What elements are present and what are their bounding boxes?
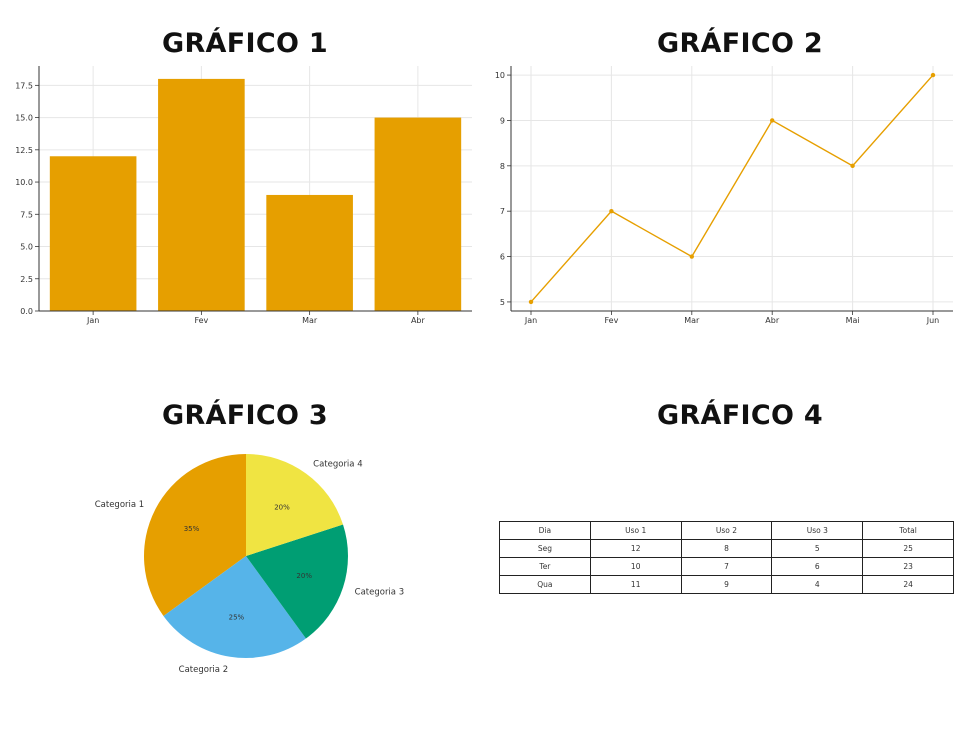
table-header-cell: Uso 2 — [680, 521, 773, 540]
table-cell: Ter — [499, 557, 591, 576]
pie-slice — [163, 556, 306, 659]
y-tick-label: 5.0 — [20, 243, 33, 252]
table-cell: 24 — [862, 575, 954, 594]
chart-2-title: GRÁFICO 2 — [657, 28, 823, 59]
y-tick-label: 2.5 — [20, 275, 33, 284]
y-tick-label: 0.0 — [20, 307, 33, 316]
table-cell: 5 — [771, 539, 864, 558]
x-tick-label: Fev — [194, 316, 208, 325]
x-tick-label: Mar — [302, 316, 318, 325]
chart-3-title: GRÁFICO 3 — [162, 400, 328, 431]
bar — [49, 156, 137, 311]
y-tick-label: 7.5 — [20, 210, 33, 219]
table-cell: 10 — [589, 557, 682, 576]
table-cell: 9 — [680, 575, 773, 594]
table-cell: 8 — [680, 539, 773, 558]
x-tick-label: Mar — [684, 316, 700, 325]
y-tick-label: 15.0 — [15, 114, 33, 123]
y-tick-label: 7 — [500, 207, 505, 216]
bar — [266, 194, 353, 311]
pie-slice — [246, 454, 344, 556]
x-tick-label: Abr — [411, 316, 426, 325]
y-tick-label: 12.5 — [15, 146, 33, 155]
chart-1-title: GRÁFICO 1 — [162, 28, 328, 59]
pie-percent-label: 35% — [184, 525, 200, 533]
table-header-cell: Uso 3 — [771, 521, 864, 540]
x-tick-label: Jun — [926, 316, 940, 325]
pie-category-label: Categoria 4 — [313, 460, 362, 470]
x-tick-label: Jan — [86, 316, 99, 325]
table-cell: Seg — [499, 539, 591, 558]
table-cell: 4 — [771, 575, 864, 594]
x-tick-label: Mai — [846, 316, 860, 325]
y-tick-label: 8 — [500, 162, 505, 171]
series-line — [530, 74, 934, 303]
table-cell: 25 — [862, 539, 954, 558]
table-cell: 12 — [589, 539, 682, 558]
data-point — [689, 254, 694, 259]
pie-percent-label: 25% — [229, 613, 245, 621]
y-tick-label: 6 — [500, 253, 505, 262]
chart-4-title: GRÁFICO 4 — [657, 400, 823, 431]
bar — [158, 78, 245, 311]
pie-slice — [246, 524, 348, 639]
pie-category-label: Categoria 2 — [179, 665, 228, 675]
data-point — [609, 208, 614, 214]
x-tick-label: Jan — [524, 316, 537, 325]
y-tick-label: 10.0 — [15, 178, 33, 187]
pie-percent-label: 20% — [274, 503, 290, 511]
table-header-cell: Uso 1 — [589, 521, 682, 540]
data-point — [528, 299, 534, 305]
table-cell: 7 — [680, 557, 773, 576]
table-header-cell: Total — [862, 521, 954, 540]
y-tick-label: 9 — [500, 116, 505, 125]
data-point — [930, 72, 936, 78]
table-cell: Qua — [499, 575, 591, 594]
table-cell: 6 — [771, 557, 864, 576]
table-cell: 11 — [589, 575, 682, 594]
x-tick-label: Abr — [765, 316, 780, 325]
y-tick-label: 17.5 — [15, 81, 33, 90]
y-tick-label: 10 — [495, 71, 505, 80]
pie-slice — [143, 454, 246, 616]
table-cell: 23 — [862, 557, 954, 576]
table-row: Ter 10 7 6 23 — [499, 557, 954, 576]
usage-table: Dia Uso 1 Uso 2 Uso 3 Total Seg 12 8 5 25 Ter 10 7 6 2… — [499, 521, 954, 594]
x-tick-label: Fev — [604, 316, 618, 325]
data-point — [770, 118, 775, 123]
table-header-cell: Dia — [499, 521, 591, 540]
pie-category-label: Categoria 3 — [355, 587, 404, 597]
table-header-row: Dia Uso 1 Uso 2 Uso 3 Total — [499, 521, 954, 540]
table-row: Qua 11 9 4 24 — [499, 575, 954, 594]
pie-category-label: Categoria 1 — [95, 500, 144, 510]
pie-percent-label: 20% — [296, 572, 312, 580]
data-point — [850, 163, 855, 169]
bar — [374, 117, 462, 311]
table-row: Seg 12 8 5 25 — [499, 539, 954, 558]
y-tick-label: 5 — [500, 298, 505, 307]
